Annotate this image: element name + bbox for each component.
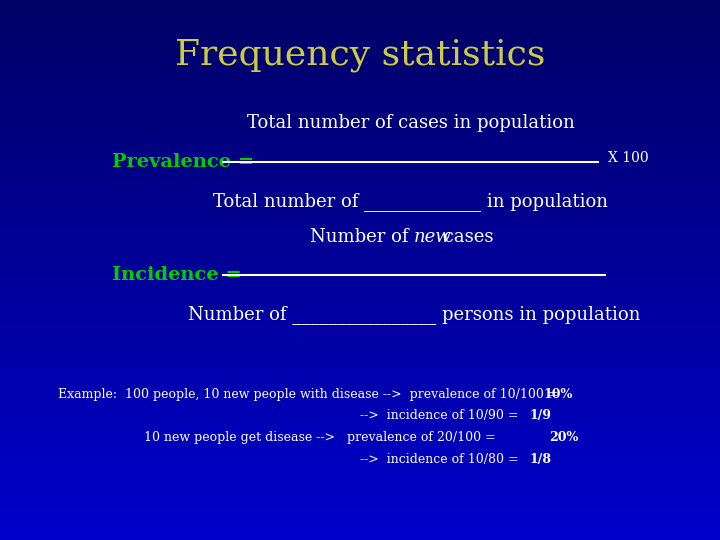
Text: X 100: X 100 xyxy=(608,151,649,165)
Text: Number of: Number of xyxy=(310,228,414,246)
Text: 10 new people get disease -->   prevalence of 20/100 =: 10 new people get disease --> prevalence… xyxy=(144,431,500,444)
Text: 20%: 20% xyxy=(549,431,578,444)
Text: Example:  100 people, 10 new people with disease -->  prevalence of 10/100 =: Example: 100 people, 10 new people with … xyxy=(58,388,562,401)
Text: -->  incidence of 10/90 =: --> incidence of 10/90 = xyxy=(360,409,523,422)
Text: -->  incidence of 10/80 =: --> incidence of 10/80 = xyxy=(360,453,523,465)
Text: Number of ________________ persons in population: Number of ________________ persons in po… xyxy=(188,305,640,324)
Text: 1/8: 1/8 xyxy=(529,453,552,465)
Text: Frequency statistics: Frequency statistics xyxy=(175,38,545,72)
Text: Prevalence =: Prevalence = xyxy=(112,153,254,171)
Text: cases: cases xyxy=(438,228,493,246)
Text: Total number of _____________ in population: Total number of _____________ in populat… xyxy=(213,192,608,211)
Text: Example:  100 people, 10 new people with disease -->  prevalence of 10/100 = 10%: Example: 100 people, 10 new people with … xyxy=(58,388,590,401)
Text: Incidence =: Incidence = xyxy=(112,266,241,285)
Text: new: new xyxy=(414,228,451,246)
Text: 1/9: 1/9 xyxy=(529,409,552,422)
Text: 10%: 10% xyxy=(544,388,573,401)
Text: Total number of cases in population: Total number of cases in population xyxy=(246,114,575,132)
